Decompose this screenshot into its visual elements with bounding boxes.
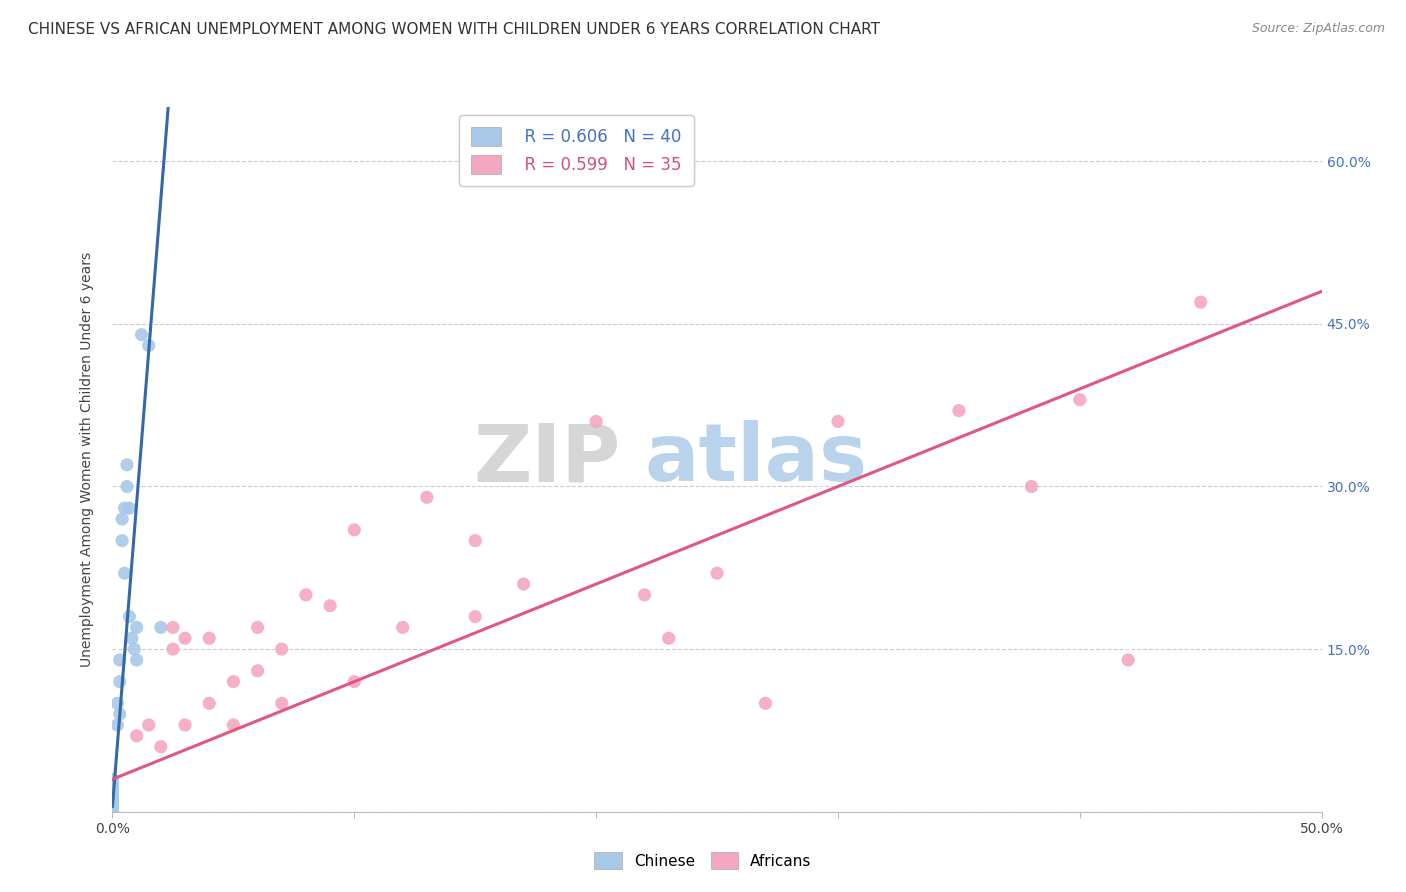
Point [222,718,245,732]
Point [114,501,136,516]
Point [111,533,134,548]
Y-axis label: Unemployment Among Women with Children Under 6 years: Unemployment Among Women with Children U… [80,252,94,667]
Point [295,588,318,602]
Point [416,491,439,505]
Point [101,799,124,814]
Point [270,642,292,657]
Point [138,338,160,352]
Point [101,805,124,819]
Point [114,566,136,581]
Point [101,794,124,808]
Point [101,805,124,819]
Point [319,599,342,613]
Point [1069,392,1091,407]
Point [246,620,269,634]
Point [658,632,681,646]
Point [827,414,849,428]
Point [101,805,124,819]
Point [512,577,534,591]
Point [101,783,124,797]
Point [125,620,148,634]
Point [270,696,292,710]
Point [101,789,124,803]
Point [706,566,728,581]
Point [754,696,776,710]
Point [391,620,413,634]
Point [343,674,366,689]
Legend:   R = 0.606   N = 40,   R = 0.599   N = 35: R = 0.606 N = 40, R = 0.599 N = 35 [460,115,693,186]
Point [162,620,184,634]
Point [101,799,124,814]
Point [198,632,221,646]
Point [343,523,366,537]
Point [1116,653,1139,667]
Text: Source: ZipAtlas.com: Source: ZipAtlas.com [1251,22,1385,36]
Point [101,805,124,819]
Point [111,512,134,526]
Point [101,789,124,803]
Text: CHINESE VS AFRICAN UNEMPLOYMENT AMONG WOMEN WITH CHILDREN UNDER 6 YEARS CORRELAT: CHINESE VS AFRICAN UNEMPLOYMENT AMONG WO… [28,22,880,37]
Point [464,533,486,548]
Point [198,696,221,710]
Point [122,642,145,657]
Point [101,796,124,810]
Point [101,783,124,797]
Point [118,501,141,516]
Point [149,620,172,634]
Point [101,772,124,787]
Point [1021,479,1043,493]
Point [101,805,124,819]
Point [464,609,486,624]
Point [101,778,124,792]
Point [222,674,245,689]
Point [108,653,131,667]
Text: atlas: atlas [644,420,868,499]
Point [118,609,141,624]
Point [585,414,607,428]
Point [108,707,131,722]
Point [174,632,197,646]
Point [108,674,131,689]
Point [101,805,124,819]
Point [115,479,138,493]
Point [101,778,124,792]
Point [121,632,143,646]
Point [105,718,128,732]
Point [101,805,124,819]
Point [125,653,148,667]
Point [131,327,153,342]
Point [1189,295,1212,310]
Point [174,718,197,732]
Point [101,791,124,805]
Legend: Chinese, Africans: Chinese, Africans [588,846,818,875]
Point [633,588,655,602]
Point [101,794,124,808]
Point [105,696,128,710]
Point [948,403,970,417]
Point [162,642,184,657]
Point [115,458,138,472]
Point [125,729,148,743]
Text: ZIP: ZIP [472,420,620,499]
Point [138,718,160,732]
Point [246,664,269,678]
Point [149,739,172,754]
